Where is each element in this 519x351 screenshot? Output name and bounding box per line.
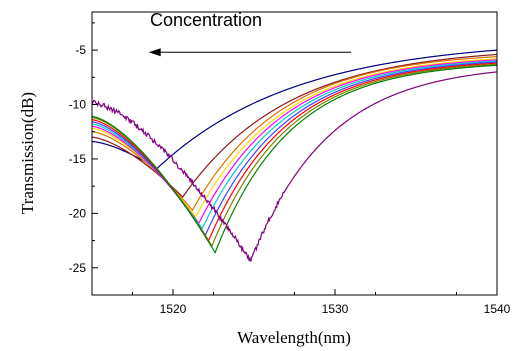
x-tick-label: 1530 xyxy=(322,302,349,316)
axes: 1520 1530 1540 -5 -10 -15 -20 -25 xyxy=(69,22,511,316)
x-tick-label: 1540 xyxy=(484,302,511,316)
series-line-7 xyxy=(91,61,498,237)
series-line-11 xyxy=(91,71,498,262)
y-tick-label: -15 xyxy=(69,152,87,166)
y-tick-label: -10 xyxy=(69,98,87,112)
concentration-arrow-head xyxy=(148,48,161,57)
y-tick-label: -25 xyxy=(69,261,87,275)
concentration-annotation: Concentration xyxy=(150,10,262,30)
y-tick-label: -20 xyxy=(69,206,87,220)
y-axis-title: Transmission(dB) xyxy=(18,92,37,214)
x-tick-label: 1520 xyxy=(160,302,187,316)
series-line-6 xyxy=(91,60,498,230)
y-tick-label: -5 xyxy=(75,43,86,57)
series-line-4 xyxy=(91,58,498,218)
plot-frame xyxy=(91,11,498,296)
x-axis-title: Wavelength(nm) xyxy=(237,328,351,347)
series-line-3 xyxy=(91,56,498,212)
series-lines xyxy=(91,49,498,262)
series-line-1 xyxy=(91,49,498,170)
series-line-9 xyxy=(91,63,498,248)
series-line-8 xyxy=(91,62,498,242)
series-line-10 xyxy=(91,64,498,254)
